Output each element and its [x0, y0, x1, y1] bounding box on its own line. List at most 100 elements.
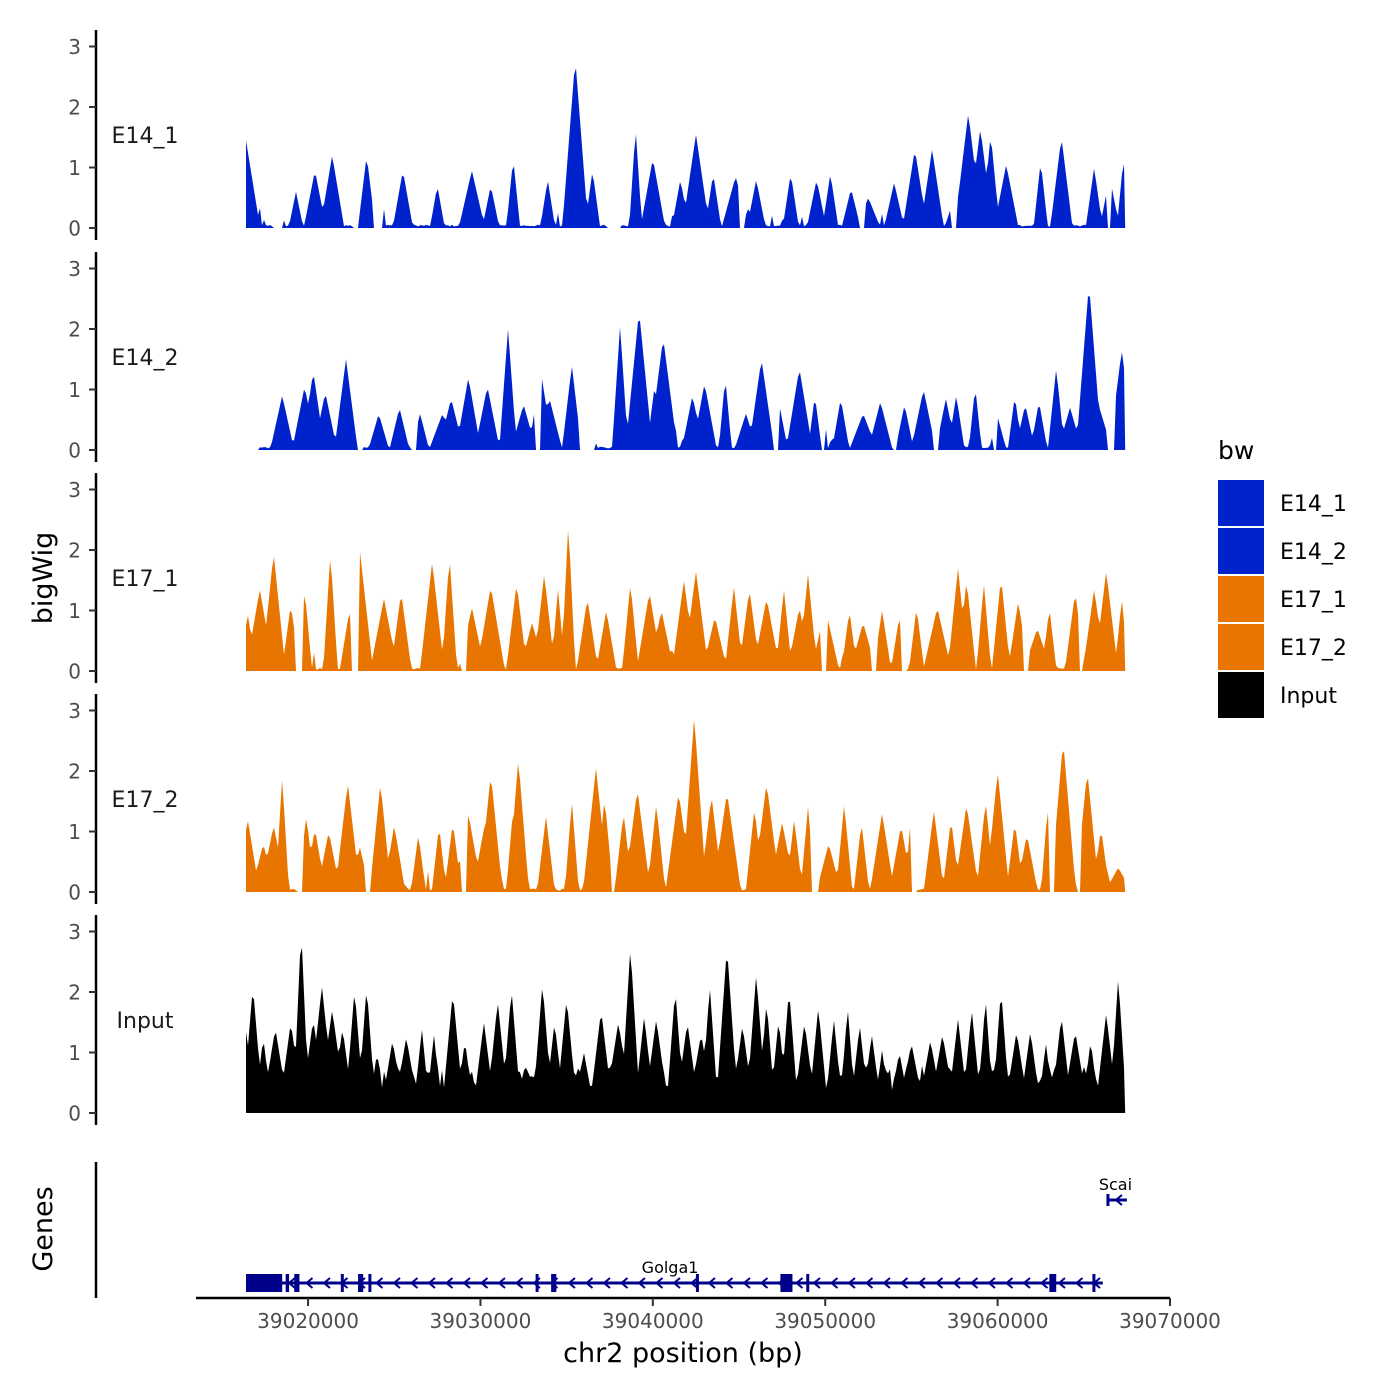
- y-tick-label: 1: [68, 820, 81, 844]
- legend-label: E17_1: [1280, 588, 1347, 613]
- track-label: E14_2: [112, 346, 179, 371]
- track-e14-1: 0 1 2 3 E14_1: [68, 30, 1126, 241]
- legend-swatch: [1218, 528, 1264, 574]
- y-tick-label: 0: [68, 660, 81, 684]
- track-e14-2: 0 1 2 3 E14_2: [68, 252, 1126, 463]
- legend-swatch: [1218, 624, 1264, 670]
- coverage-area: [246, 68, 1126, 228]
- exon: [1092, 1274, 1096, 1292]
- y-tick-label: 3: [68, 257, 81, 281]
- genes-track-label: Genes: [28, 1186, 59, 1271]
- strand-chevron: [759, 1277, 769, 1289]
- y-axis-title: bigWig: [28, 532, 59, 625]
- y-tick-label: 3: [68, 699, 81, 723]
- strand-chevron: [497, 1277, 506, 1289]
- coverage-area: [246, 947, 1126, 1113]
- strand-chevron: [392, 1277, 401, 1289]
- strand-chevron: [462, 1277, 471, 1289]
- strand-chevron: [987, 1277, 996, 1289]
- legend-swatch: [1218, 480, 1264, 526]
- exon: [535, 1274, 539, 1292]
- strand-chevron: [567, 1277, 576, 1289]
- strand-chevron: [724, 1277, 734, 1289]
- track-label: Input: [117, 1009, 174, 1034]
- y-tick-label: 1: [68, 156, 81, 180]
- track-panels: 0 1 2 3 E14_1 0 1 2 3 E14_2 0 1 2 3 E17_1 0 1 2 3 E17_2 0 1 2 3…: [68, 30, 1126, 1126]
- legend-swatch: [1218, 576, 1264, 622]
- exon: [780, 1274, 793, 1292]
- y-tick-label: 2: [68, 96, 81, 120]
- strand-chevron: [619, 1277, 629, 1289]
- strand-chevron: [1057, 1277, 1066, 1289]
- y-tick-label: 1: [68, 378, 81, 402]
- strand-chevron: [374, 1277, 384, 1289]
- strand-chevron: [602, 1277, 611, 1289]
- y-tick-label: 3: [68, 920, 81, 944]
- track-e17-2: 0 1 2 3 E17_2: [68, 694, 1126, 905]
- legend-swatch: [1218, 672, 1264, 718]
- track-e17-1: 0 1 2 3 E17_1: [68, 473, 1126, 684]
- strand-chevron: [672, 1277, 681, 1289]
- y-tick-label: 2: [68, 539, 81, 563]
- x-tick-label: 39030000: [430, 1309, 532, 1333]
- strand-chevron: [444, 1277, 454, 1289]
- exon: [294, 1274, 300, 1292]
- strand-chevron: [899, 1277, 909, 1289]
- x-axis-title: chr2 position (bp): [563, 1338, 803, 1369]
- strand-chevron: [917, 1277, 926, 1289]
- gene-label: Golga1: [642, 1258, 699, 1277]
- strand-chevron: [689, 1277, 699, 1289]
- y-tick-label: 2: [68, 981, 81, 1005]
- strand-chevron: [1074, 1277, 1084, 1289]
- y-tick-label: 1: [68, 599, 81, 623]
- genes-track: Genes Golga1 Scai: [28, 1162, 1132, 1298]
- exon: [368, 1274, 372, 1292]
- coverage-area: [246, 530, 1126, 671]
- legend-label: Input: [1280, 684, 1337, 709]
- strand-chevron: [427, 1277, 436, 1289]
- gene-golga1: Golga1: [245, 1258, 1103, 1292]
- strand-chevron: [882, 1277, 891, 1289]
- track-label: E17_1: [112, 567, 179, 592]
- strand-chevron: [794, 1277, 804, 1289]
- y-tick-label: 0: [68, 881, 81, 905]
- x-tick-label: 39040000: [602, 1309, 704, 1333]
- x-tick-label: 39050000: [774, 1309, 876, 1333]
- strand-chevron: [654, 1277, 664, 1289]
- exon: [285, 1274, 290, 1292]
- legend: bw E14_1 E14_2 E17_1 E17_2 Input: [1218, 436, 1347, 718]
- x-tick-label: 39020000: [257, 1309, 359, 1333]
- coverage-area: [246, 719, 1126, 892]
- y-tick-label: 3: [68, 35, 81, 59]
- exon: [551, 1274, 557, 1292]
- y-tick-label: 1: [68, 1041, 81, 1065]
- track-label: E17_2: [112, 788, 179, 813]
- strand-chevron: [409, 1277, 419, 1289]
- exon: [695, 1274, 699, 1292]
- x-axis: 39020000 39030000 39040000 39050000 39060000…: [196, 1296, 1221, 1333]
- strand-chevron: [322, 1277, 331, 1289]
- strand-chevron: [1114, 1194, 1123, 1206]
- strand-chevron: [864, 1277, 874, 1289]
- legend-title: bw: [1218, 436, 1254, 465]
- legend-label: E17_2: [1280, 636, 1347, 661]
- track-input: 0 1 2 3 Input: [68, 915, 1126, 1126]
- exon: [340, 1274, 344, 1292]
- strand-chevron: [1022, 1277, 1031, 1289]
- exon: [245, 1274, 283, 1292]
- strand-chevron: [304, 1277, 314, 1289]
- x-tick-label: 39060000: [947, 1309, 1049, 1333]
- strand-chevron: [514, 1277, 524, 1289]
- x-tick-label: 39070000: [1119, 1309, 1221, 1333]
- strand-chevron: [812, 1277, 821, 1289]
- strand-chevron: [829, 1277, 839, 1289]
- strand-chevron: [707, 1277, 716, 1289]
- legend-label: E14_1: [1280, 492, 1347, 517]
- track-label: E14_1: [112, 124, 179, 149]
- exon: [358, 1274, 364, 1292]
- y-tick-label: 0: [68, 1102, 81, 1126]
- coverage-area: [246, 296, 1126, 450]
- strand-chevron: [637, 1277, 646, 1289]
- strand-chevron: [847, 1277, 856, 1289]
- exon: [806, 1274, 810, 1292]
